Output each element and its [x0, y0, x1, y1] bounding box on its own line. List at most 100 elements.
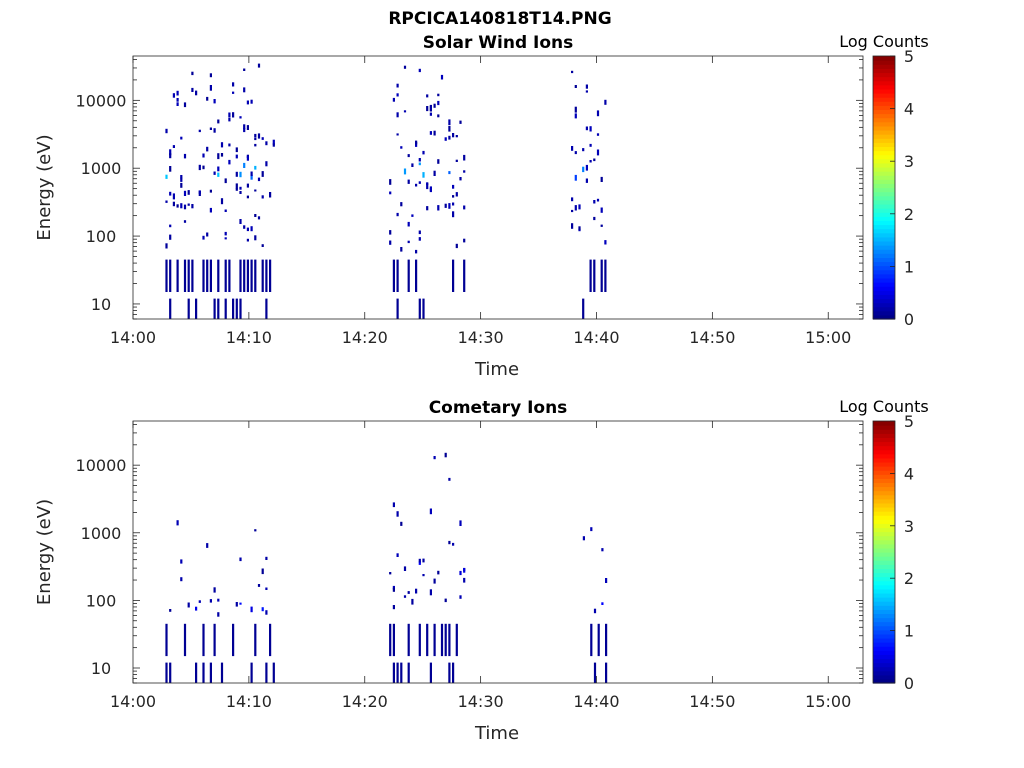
heatmap-cell — [433, 623, 436, 657]
panel-title: Cometary Ions — [429, 398, 568, 418]
heatmap-cell — [455, 192, 458, 197]
colorbar-segment — [873, 232, 895, 238]
heatmap-cell — [180, 175, 183, 179]
heatmap-cell — [400, 202, 403, 207]
colorbar-segment — [873, 625, 895, 631]
heatmap-cell — [272, 662, 275, 683]
colorbar-segment — [873, 466, 895, 471]
heatmap-cell — [429, 508, 432, 515]
heatmap-cell — [169, 609, 172, 612]
heatmap-cell — [202, 165, 205, 170]
colorbar-segment — [873, 678, 895, 684]
heatmap-cell — [183, 259, 187, 292]
heatmap-cell — [265, 662, 268, 683]
heatmap-cell — [593, 158, 596, 162]
heatmap-cell — [455, 243, 458, 249]
heatmap-cell — [254, 235, 257, 241]
heatmap-cell — [243, 87, 246, 93]
heatmap-cell — [180, 559, 183, 564]
y-tick-label: 10000 — [76, 456, 127, 475]
heatmap-cell — [209, 85, 212, 91]
colorbar-segment — [873, 273, 895, 279]
heatmap-cell — [243, 124, 246, 129]
heatmap-cell — [213, 623, 216, 657]
colorbar-segment — [873, 203, 895, 209]
heatmap-cell — [574, 151, 577, 155]
heatmap-cell — [585, 178, 588, 183]
x-tick-label: 14:50 — [689, 692, 735, 711]
colorbar-segment — [873, 125, 895, 131]
heatmap-cell — [392, 97, 395, 102]
colorbar-segment — [873, 552, 895, 557]
heatmap-cell — [246, 125, 249, 130]
heatmap-cell — [590, 623, 593, 657]
heatmap-cell — [452, 211, 455, 218]
heatmap-cell — [250, 174, 253, 180]
heatmap-cell — [596, 133, 600, 136]
y-tick-label: 1000 — [81, 524, 122, 543]
heatmap-cell — [254, 137, 257, 141]
heatmap-cell — [403, 65, 407, 69]
heatmap-cell — [195, 90, 198, 96]
colorbar-segment — [873, 617, 895, 623]
heatmap-cell — [463, 154, 466, 161]
heatmap-cell — [600, 224, 603, 227]
heatmap-cell — [389, 240, 392, 245]
heatmap-cell — [209, 259, 212, 292]
heatmap-cell — [448, 662, 451, 683]
colorbar-segment — [873, 453, 895, 459]
heatmap-cell — [217, 259, 220, 292]
heatmap-cell — [429, 104, 432, 111]
heatmap-cell — [265, 298, 268, 319]
heatmap-cell — [463, 170, 466, 173]
heatmap-cell — [176, 98, 179, 102]
x-tick-label: 14:30 — [458, 692, 504, 711]
heatmap-cell — [571, 209, 574, 213]
heatmap-cell — [604, 240, 607, 245]
colorbar-segment — [873, 425, 895, 430]
heatmap-cell — [396, 662, 399, 683]
heatmap-cell — [257, 216, 261, 220]
heatmap-cell — [243, 162, 246, 168]
colorbar-segment — [873, 597, 895, 602]
colorbar-segment — [873, 129, 895, 135]
heatmap-cell — [392, 587, 395, 592]
y-tick-label: 10 — [91, 659, 111, 678]
heatmap-cell — [257, 584, 261, 587]
heatmap-cell — [601, 548, 604, 552]
heatmap-cell — [254, 165, 257, 170]
colorbar-segment — [873, 421, 895, 426]
heatmap-cell — [246, 227, 249, 232]
heatmap-cell — [250, 171, 253, 176]
heatmap-cell — [272, 143, 275, 147]
x-tick-label: 14:50 — [689, 328, 735, 347]
heatmap-cell — [198, 190, 201, 194]
heatmap-cell — [455, 159, 458, 162]
heatmap-cell — [191, 87, 194, 92]
heatmap-cell — [605, 662, 608, 683]
heatmap-cell — [206, 96, 209, 101]
heatmap-cell — [217, 119, 220, 124]
heatmap-cell — [411, 163, 414, 167]
heatmap-cell — [239, 602, 242, 605]
heatmap-cell — [582, 298, 585, 319]
heatmap-cell — [217, 172, 220, 177]
heatmap-cell — [407, 240, 410, 244]
heatmap-cell — [574, 205, 577, 211]
colorbar-segment — [873, 646, 895, 651]
heatmap-cell — [601, 602, 604, 605]
heatmap-cell — [571, 70, 574, 74]
colorbar-segment — [873, 171, 895, 176]
heatmap-cell — [209, 662, 212, 683]
heatmap-cell — [452, 184, 455, 189]
heatmap-cell — [180, 136, 183, 140]
heatmap-cell — [448, 540, 451, 545]
colorbar-segment — [873, 187, 895, 193]
heatmap-cell — [187, 259, 190, 292]
colorbar-segment — [873, 498, 895, 504]
colorbar-segment — [873, 183, 895, 189]
colorbar-tick-label: 5 — [904, 47, 914, 66]
heatmap-cell — [452, 195, 455, 198]
colorbar-segment — [873, 97, 895, 102]
heatmap-cell — [246, 238, 249, 242]
